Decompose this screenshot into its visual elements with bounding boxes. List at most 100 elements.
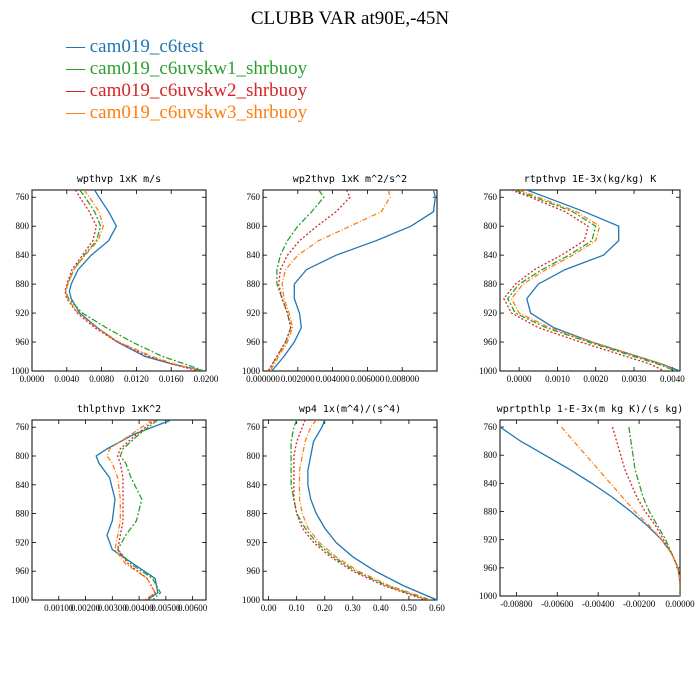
series-line-2	[65, 190, 205, 371]
x-tick-label: 0.10	[289, 603, 305, 613]
y-tick-label: 920	[16, 308, 30, 318]
x-tick-label: 0.0020	[583, 374, 608, 384]
legend-item-1: — cam019_c6test	[66, 36, 307, 58]
series-line-2	[267, 190, 325, 371]
y-tick-label: 840	[16, 250, 30, 260]
y-tick-label: 920	[16, 537, 30, 547]
series-line-1	[68, 190, 205, 371]
series-line-1	[307, 420, 437, 600]
y-tick-label: 1000	[479, 591, 498, 601]
x-tick-label: -0.00800	[500, 599, 533, 609]
x-tick-label: 0.0040	[54, 374, 79, 384]
panel-title: wp2thvp 1xK m^2/s^2	[293, 174, 407, 185]
y-tick-label: 760	[484, 192, 498, 202]
x-tick-label: 0.006000	[351, 374, 385, 384]
y-tick-label: 760	[16, 192, 30, 202]
x-tick-label: -0.00400	[582, 599, 615, 609]
y-tick-label: 760	[247, 422, 261, 432]
y-tick-label: 960	[247, 566, 261, 576]
y-tick-label: 1000	[242, 366, 261, 376]
x-tick-label: 0.004000	[316, 374, 350, 384]
panel-title: thlpthvp 1xK^2	[77, 404, 161, 415]
panel-5: wp4 1x(m^4)/(s^4)76080084088092096010000…	[242, 404, 445, 613]
legend-item-2: — cam019_c6uvskw1_shrbuoy	[66, 58, 307, 80]
panel-4: thlpthvp 1xK^2 760 800 840 880 920 960 1000 0.00…	[11, 404, 208, 613]
legend-label-1: cam019_c6test	[89, 36, 204, 57]
series-line-4	[106, 420, 156, 600]
legend-item-4: — cam019_c6uvskw3_shrbuoy	[66, 102, 307, 124]
panel-title: wp4 1x(m^4)/(s^4)	[299, 404, 401, 415]
y-tick-label: 840	[247, 250, 261, 260]
series-line-4	[560, 426, 680, 596]
legend-line-4: —	[66, 102, 90, 123]
x-tick-label: 0.0200	[194, 374, 219, 384]
series-line-4	[65, 190, 202, 371]
x-tick-label: 0.60	[429, 603, 445, 613]
series-line-4	[269, 190, 391, 371]
panel-title: rtpthvp 1E-3x(kg/kg) K	[524, 174, 656, 185]
y-tick-label: 760	[16, 422, 30, 432]
legend-line-3: —	[66, 80, 90, 101]
x-tick-label: 0.0000	[20, 374, 45, 384]
x-tick-label: 0.000000	[246, 374, 280, 384]
x-tick-label: 0.0040	[660, 374, 685, 384]
panel-2: wp2thvp 1xK m^2/s^2 760 800 840 880 920 960 100…	[242, 174, 438, 384]
x-tick-label: 0.0000	[507, 374, 532, 384]
y-tick-label: 920	[247, 308, 261, 318]
y-tick-label: 840	[484, 250, 498, 260]
series-line-2	[290, 420, 429, 600]
series-line-3	[64, 190, 200, 371]
series-line-1	[526, 190, 680, 371]
y-tick-label: 800	[16, 451, 30, 461]
x-tick-label: 0.00300	[98, 603, 128, 613]
y-tick-label: 960	[247, 337, 261, 347]
x-tick-label: 0.20	[317, 603, 333, 613]
panel-3: rtpthvp 1E-3x(kg/kg) K 760 800 840 880 920 960…	[479, 174, 685, 384]
y-tick-label: 920	[484, 535, 498, 545]
panel-frame	[31, 419, 207, 601]
x-tick-label: 0.00	[261, 603, 277, 613]
legend-label-4: cam019_c6uvskw3_shrbuoy	[89, 102, 308, 123]
series-line-1	[271, 190, 436, 371]
legend-label-2: cam019_c6uvskw1_shrbuoy	[89, 58, 308, 79]
y-tick-label: 920	[484, 308, 498, 318]
x-tick-label: 0.00600	[178, 603, 208, 613]
series-line-2	[116, 420, 162, 600]
y-tick-label: 840	[16, 480, 30, 490]
series-line-4	[510, 190, 677, 371]
x-tick-label: -0.00200	[623, 599, 656, 609]
series-line-2	[628, 426, 680, 596]
x-tick-label: 0.40	[373, 603, 389, 613]
x-tick-label: 0.0080	[89, 374, 114, 384]
x-tick-label: 0.00500	[151, 603, 181, 613]
series-line-3	[293, 420, 427, 600]
x-tick-label: 0.0160	[159, 374, 184, 384]
x-tick-label: 0.00100	[44, 603, 74, 613]
panel-6: wprtpthlp 1-E-3x(m kg K)/(s kg) 760 800 840…	[479, 404, 695, 609]
legend: — cam019_c6test — cam019_c6uvskw1_shrbuo…	[66, 36, 307, 124]
y-tick-label: 960	[16, 337, 30, 347]
y-tick-label: 880	[16, 509, 30, 519]
y-tick-label: 1000	[242, 595, 261, 605]
panel-frame	[31, 189, 207, 372]
y-tick-label: 880	[484, 279, 498, 289]
y-tick-label: 1000	[479, 366, 498, 376]
series-line-1	[95, 420, 172, 600]
y-tick-label: 960	[484, 563, 498, 573]
panel-title: wprtpthlp 1-E-3x(m kg K)/(s kg)	[497, 404, 684, 415]
panel-frame	[499, 189, 681, 372]
series-line-3	[503, 190, 665, 371]
y-tick-label: 760	[484, 422, 498, 432]
x-tick-label: 0.0010	[545, 374, 570, 384]
y-tick-label: 800	[16, 221, 30, 231]
legend-line-1: —	[66, 36, 90, 57]
y-tick-label: 880	[247, 279, 261, 289]
legend-item-3: — cam019_c6uvskw2_shrbuoy	[66, 80, 307, 102]
legend-label-3: cam019_c6uvskw2_shrbuoy	[89, 80, 308, 101]
series-line-3	[117, 420, 156, 600]
y-tick-label: 1000	[11, 366, 30, 376]
y-tick-label: 1000	[11, 595, 30, 605]
series-line-2	[506, 190, 677, 371]
x-tick-label: 0.00000	[665, 599, 695, 609]
